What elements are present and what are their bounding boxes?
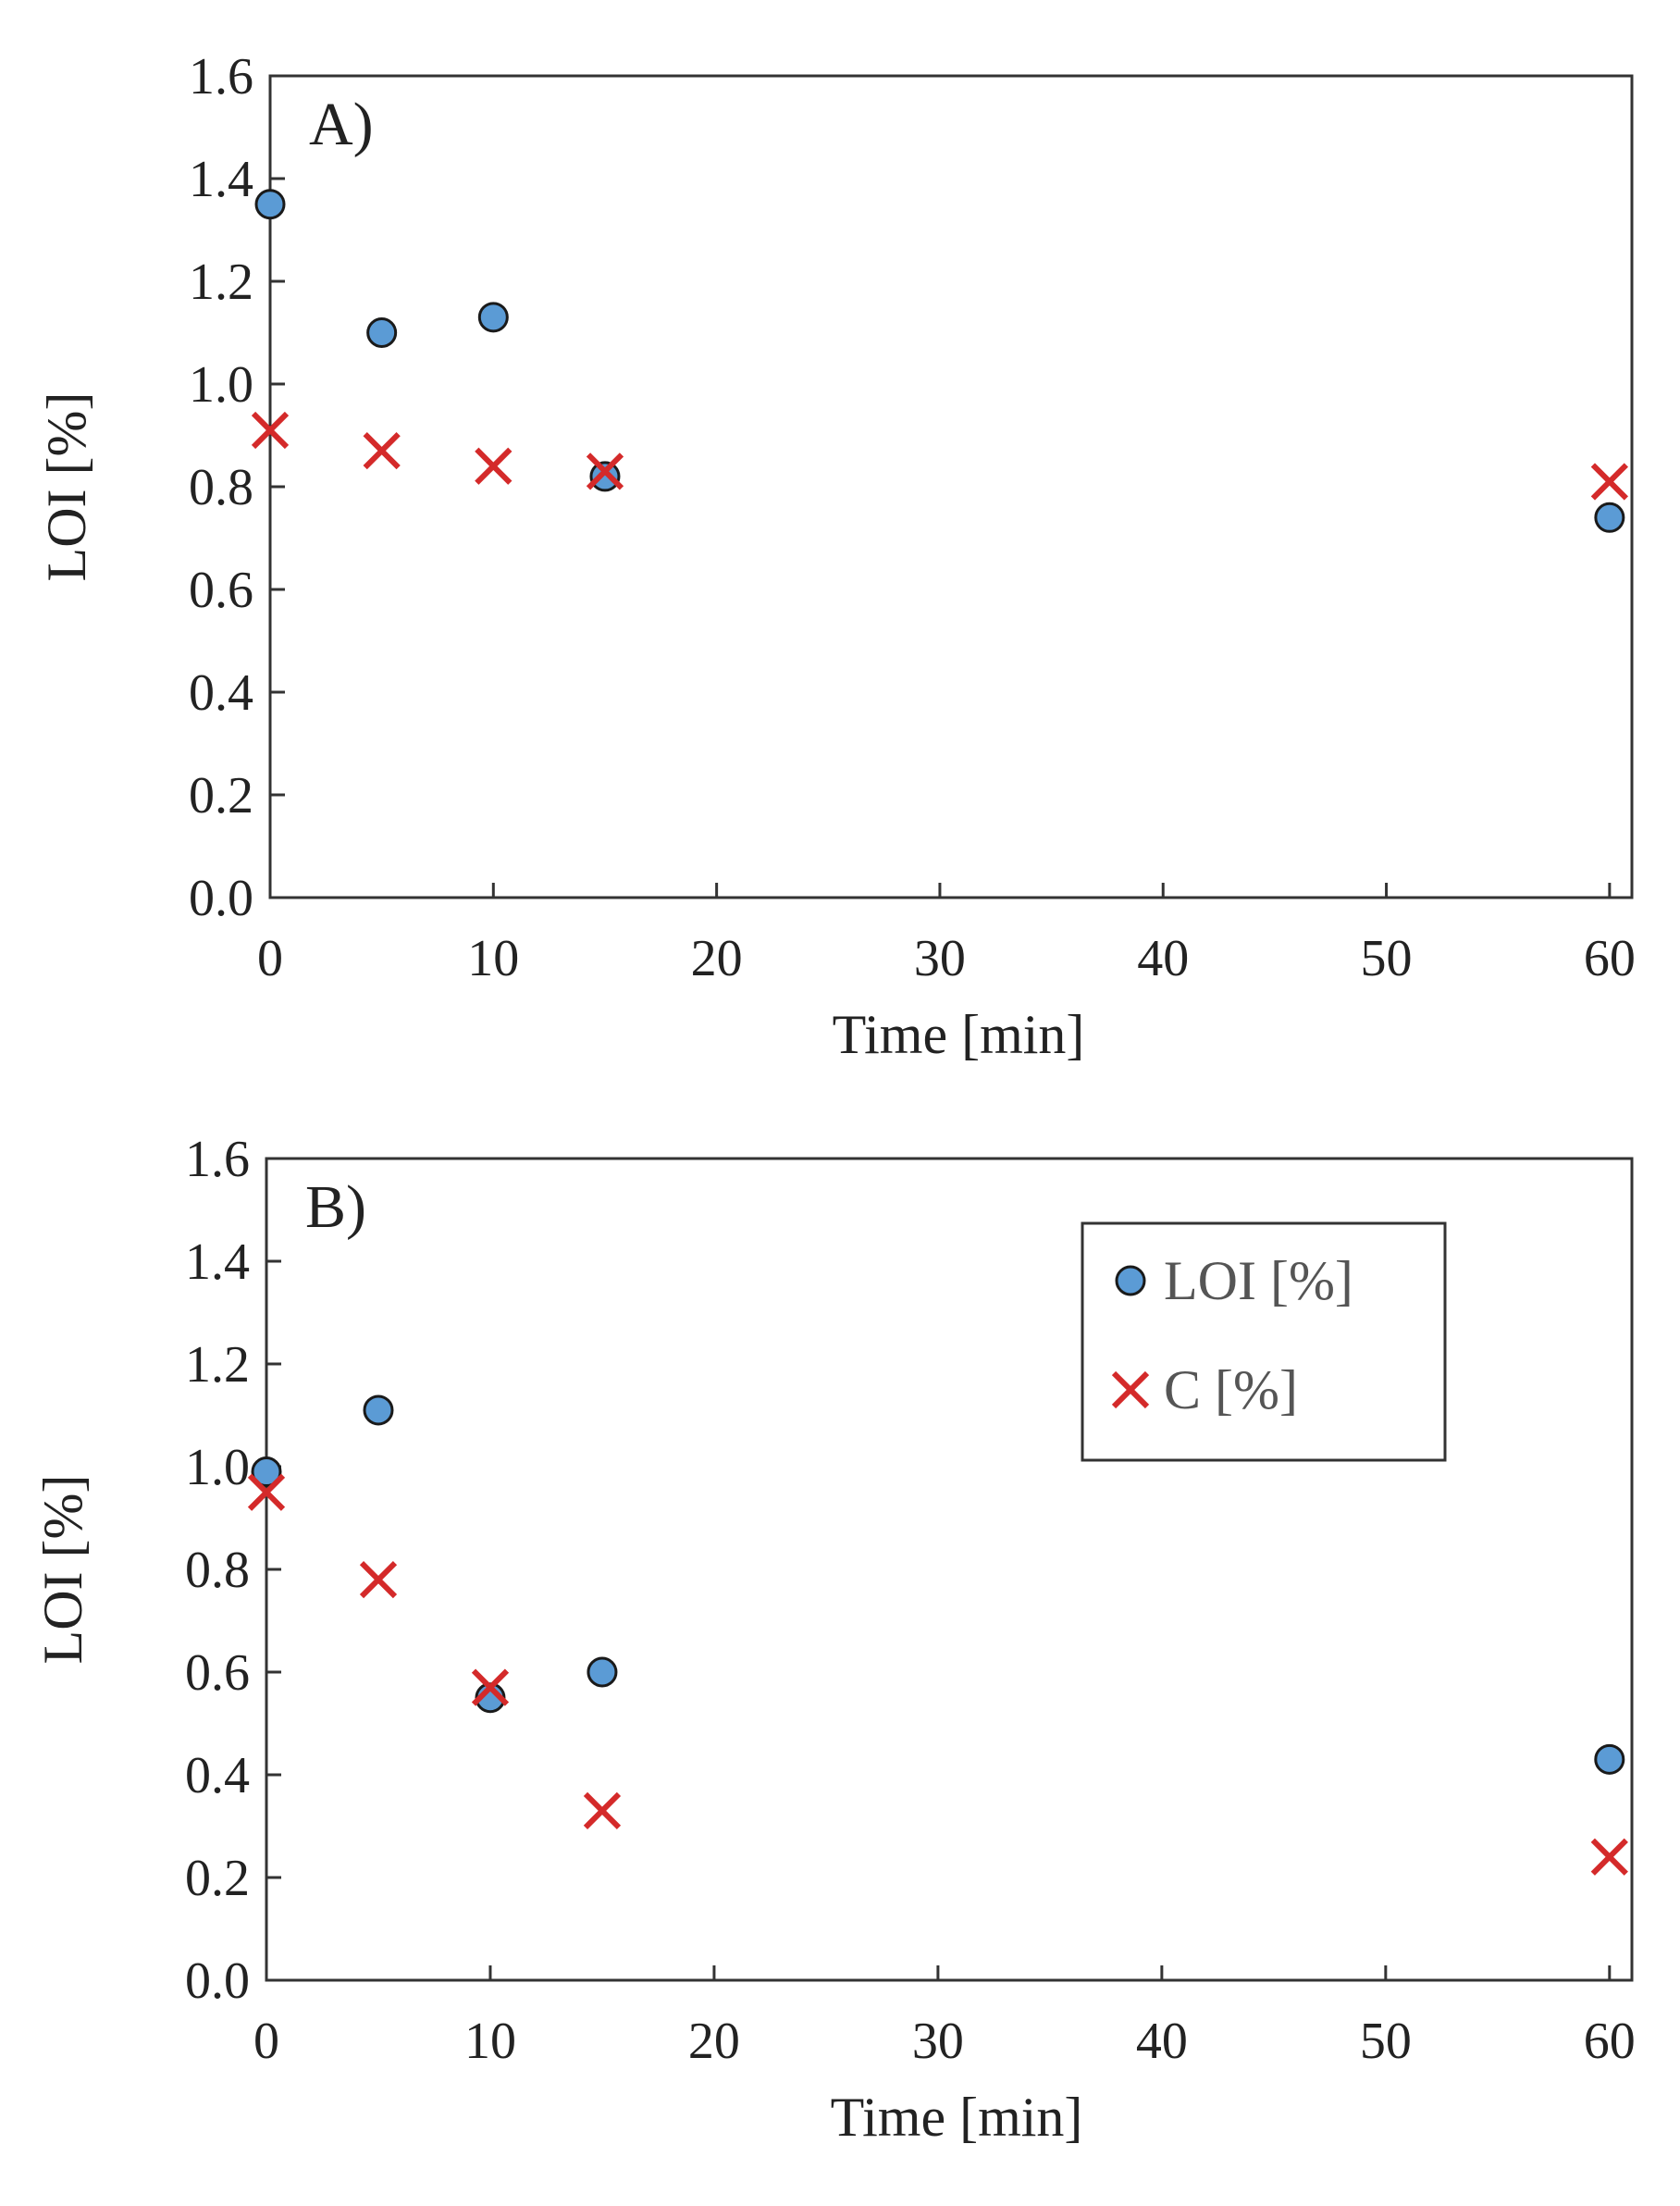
c-point [471, 1668, 510, 1706]
c-point-stroke-2 [586, 452, 624, 490]
x-tick-label: 60 [1584, 2013, 1636, 2070]
c-point-stroke-2 [1590, 1838, 1628, 1876]
c-point-stroke-2 [471, 1668, 510, 1706]
y-tick-label: 1.6 [189, 48, 253, 105]
y-tick-label: 0.6 [189, 562, 253, 619]
loi-point [254, 189, 286, 220]
loi-point [477, 302, 509, 333]
legend-label: LOI [%] [1164, 1250, 1353, 1311]
x-tick-label: 40 [1136, 2013, 1188, 2070]
y-tick-label: 0.4 [189, 664, 253, 722]
c-point [363, 432, 401, 470]
x-tick-label: 60 [1584, 930, 1636, 987]
plot-frame [268, 74, 1634, 899]
c-point-stroke-2 [583, 1791, 622, 1829]
c-point [247, 1473, 286, 1511]
c-point-stroke-2 [363, 432, 401, 470]
legend-label: C [%] [1164, 1359, 1298, 1420]
x-tick-label: 50 [1360, 2013, 1412, 2070]
c-point [359, 1560, 398, 1599]
y-tick-label: 0.6 [185, 1644, 250, 1702]
loi-point [251, 1456, 282, 1488]
y-tick-label: 1.4 [185, 1233, 250, 1291]
y-tick-label: 1.4 [189, 151, 253, 208]
x-tick-label: 40 [1137, 930, 1189, 987]
y-tick-label: 1.2 [185, 1336, 250, 1394]
x-tick-label: 10 [467, 930, 519, 987]
y-tick-label: 0.8 [189, 459, 253, 516]
y-tick-label: 0.0 [185, 1952, 250, 2010]
y-tick-label: 0.2 [185, 1850, 250, 1907]
x-tick-label: 0 [253, 2013, 279, 2070]
y-tick-label: 0.2 [189, 767, 253, 824]
x-tick-label: 10 [464, 2013, 516, 2070]
y-tick-label: 1.6 [185, 1131, 250, 1188]
legend-loi-marker [1115, 1265, 1146, 1296]
c-point-stroke-2 [247, 1473, 286, 1511]
c-point [251, 411, 290, 450]
c-point-stroke-2 [359, 1560, 398, 1599]
y-tick-label: 0.8 [185, 1542, 250, 1599]
legend-c-marker-stroke-2 [1111, 1370, 1150, 1409]
loi-point [589, 461, 621, 492]
c-point-stroke-2 [251, 411, 290, 450]
c-point [586, 452, 624, 490]
y-axis-title: LOI [%] [32, 1475, 93, 1665]
c-point [1590, 463, 1628, 501]
loi-point [366, 317, 398, 348]
x-tick-label: 20 [691, 930, 743, 987]
x-tick-label: 20 [688, 2013, 740, 2070]
c-point [475, 447, 513, 485]
x-tick-label: 30 [912, 2013, 964, 2070]
y-tick-label: 1.0 [189, 356, 253, 414]
c-point-stroke-2 [475, 447, 513, 485]
loi-point [363, 1394, 394, 1426]
panel-a: 0.0 0.2 0.4 0.6 0.8 1.0 1.2 1.4 1.6 0 10 20 30 40 50 60… [36, 48, 1636, 1065]
x-tick-label: 50 [1361, 930, 1413, 987]
c-point [1590, 1838, 1628, 1876]
y-tick-label: 0.4 [185, 1747, 250, 1804]
y-axis-title: LOI [%] [36, 392, 97, 582]
legend-box [1081, 1221, 1447, 1462]
panel-label: A) [309, 91, 374, 158]
y-tick-label: 1.2 [189, 254, 253, 311]
y-tick-label: 1.0 [185, 1439, 250, 1496]
c-point-stroke-2 [1590, 463, 1628, 501]
panel-label: B) [305, 1173, 366, 1241]
x-axis-title: Time [min] [833, 1004, 1085, 1065]
x-tick-label: 0 [257, 930, 283, 987]
loi-point [1594, 502, 1625, 533]
loi-point [587, 1656, 618, 1688]
c-point [583, 1791, 622, 1829]
y-tick-label: 0.0 [189, 870, 253, 927]
x-axis-title: Time [min] [831, 2087, 1083, 2148]
x-tick-label: 30 [914, 930, 966, 987]
legend-c-marker [1111, 1370, 1150, 1409]
loi-point [1594, 1743, 1625, 1775]
panel-b: 0.0 0.2 0.4 0.6 0.8 1.0 1.2 1.4 1.6 0 10 20 30 40 50 60… [32, 1131, 1636, 2148]
